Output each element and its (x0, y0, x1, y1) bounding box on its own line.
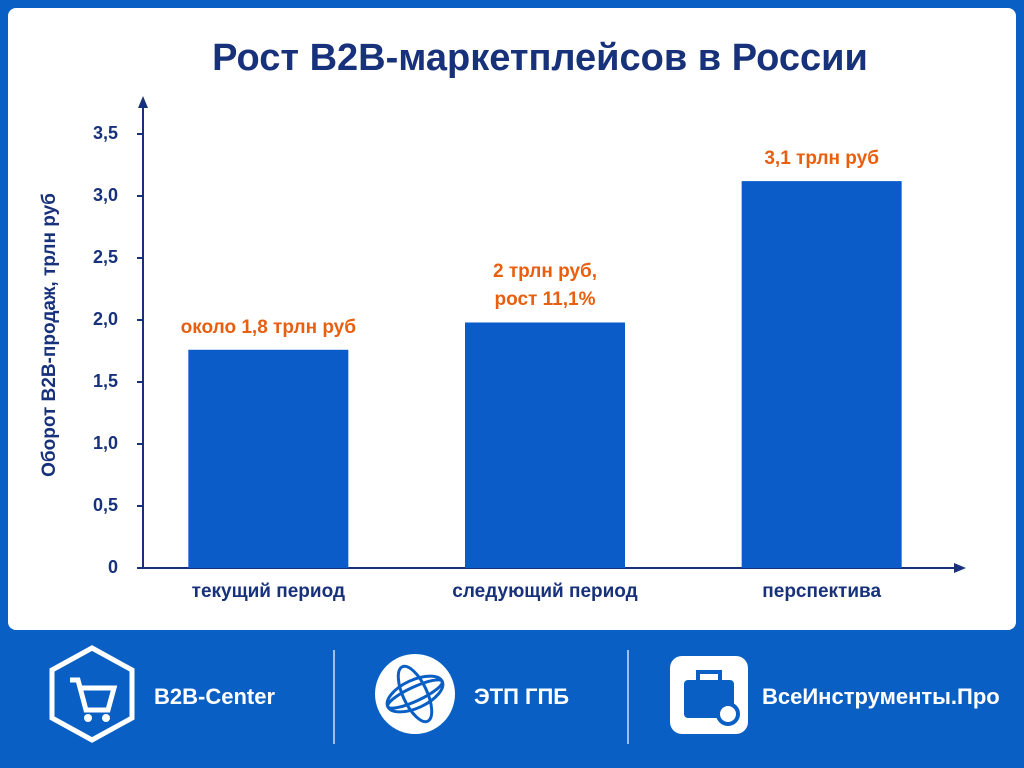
y-tick-label: 2,5 (93, 247, 118, 267)
x-tick-label: следующий период (452, 581, 637, 602)
gpb-logo (375, 654, 455, 734)
y-tick-label: 1,0 (93, 433, 118, 453)
y-tick-label: 2,0 (93, 309, 118, 329)
cart-icon (70, 677, 118, 713)
cart-wheel (84, 714, 92, 722)
logo-text: ЭТП ГПБ (474, 684, 570, 709)
y-axis-arrow (138, 96, 148, 108)
x-tick-label: текущий период (192, 581, 345, 602)
y-tick-label: 1,5 (93, 371, 118, 391)
x-axis-arrow (954, 563, 966, 573)
globe-line (386, 678, 444, 710)
globe-line (396, 664, 434, 724)
logo-text: B2B-Center (154, 684, 276, 709)
b2b-logo (49, 645, 135, 743)
chart-title: Рост B2B-маркетплейсов в России (212, 37, 868, 79)
y-tick-label: 0,5 (93, 495, 118, 515)
y-axis-label: Оборот B2B-продаж, трлн руб (39, 193, 60, 477)
bar (188, 349, 349, 568)
value-label: 3,1 трлн руб (764, 148, 879, 170)
y-tick-label: 3,0 (93, 185, 118, 205)
y-tick-label: 0 (108, 557, 118, 577)
value-label: 2 трлн руб, рост 11,1% (492, 261, 598, 311)
bar (465, 322, 625, 568)
y-tick-label: 3,5 (93, 123, 118, 143)
toolbox-handle (696, 670, 722, 684)
chart: Рост B2B-маркетплейсов в России Оборот B… (39, 37, 966, 602)
cart-wheel (102, 714, 110, 722)
value-label: около 1,8 трлн руб (180, 316, 356, 338)
logo-text: ВсеИнструменты.Про (762, 684, 1000, 709)
x-tick-label: перспектива (762, 581, 881, 602)
footer: B2B-Center ЭТП ГПБ ВсеИнструменты.Про (0, 632, 1024, 768)
gear-icon (716, 702, 740, 726)
bar (741, 181, 902, 568)
footer-graphics (49, 645, 748, 744)
